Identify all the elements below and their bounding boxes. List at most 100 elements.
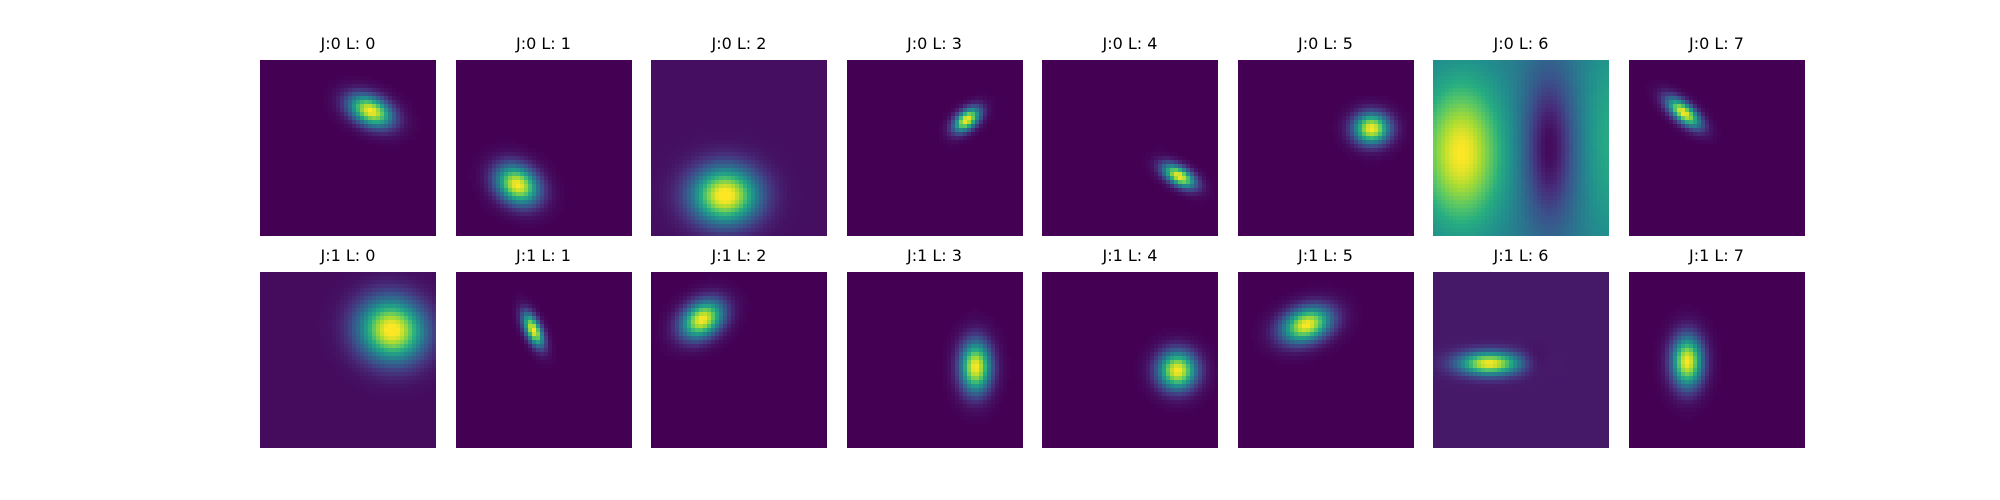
heatmap-cell [515, 144, 520, 149]
heatmap-cell [1529, 192, 1534, 197]
heatmap-cell [1194, 184, 1199, 189]
heatmap-cell [819, 92, 824, 97]
heatmap-cell [811, 60, 816, 65]
heatmap-cell [1537, 124, 1542, 129]
heatmap-cell [400, 132, 405, 137]
heatmap-cell [755, 160, 760, 165]
heatmap-cell [356, 88, 361, 93]
heatmap-cell [731, 232, 736, 236]
heatmap-cell [715, 76, 720, 81]
heatmap-cell [755, 224, 760, 229]
heatmap-cell [683, 84, 688, 89]
heatmap-cell [719, 144, 724, 149]
heatmap-cell [743, 216, 748, 221]
heatmap-cell [1397, 124, 1402, 129]
heatmap-cell [1449, 172, 1454, 177]
heatmap-cell [679, 180, 684, 185]
heatmap-cell [743, 116, 748, 121]
heatmap-cell [807, 192, 812, 197]
panel-title: J:0 L: 1 [516, 34, 571, 53]
heatmap-cell [683, 224, 688, 229]
heatmap-cell [483, 160, 488, 165]
heatmap-cell [767, 196, 772, 201]
heatmap-cell [1597, 160, 1602, 165]
heatmap-cell [651, 184, 656, 189]
heatmap-cell [751, 220, 756, 225]
heatmap-cell [715, 180, 720, 185]
heatmap-cell [707, 60, 712, 65]
heatmap-cell [1509, 128, 1514, 133]
heatmap-cell [1365, 152, 1370, 157]
heatmap-cell [803, 136, 808, 141]
heatmap-cell [667, 204, 672, 209]
heatmap-cell [691, 128, 696, 133]
heatmap-cell [519, 208, 524, 213]
heatmap-cell [739, 192, 744, 197]
heatmap-cell [1497, 204, 1502, 209]
heatmap-cell [1593, 172, 1598, 177]
heatmap-cell [747, 220, 752, 225]
heatmap-cell [759, 180, 764, 185]
heatmap-cell [1497, 164, 1502, 169]
heatmap-cell [1353, 112, 1358, 117]
heatmap-cell [679, 152, 684, 157]
heatmap-cell [1549, 100, 1554, 105]
heatmap-cell [1597, 196, 1602, 201]
heatmap-cell [659, 96, 664, 101]
heatmap-cell [707, 116, 712, 121]
heatmap-cell [711, 128, 716, 133]
heatmap-cell [1585, 172, 1590, 177]
heatmap-cell [683, 72, 688, 77]
heatmap-cell [707, 180, 712, 185]
heatmap-cell [1533, 84, 1538, 89]
heatmap-cell [759, 172, 764, 177]
heatmap-cell [539, 156, 544, 161]
heatmap-cell [671, 76, 676, 81]
heatmap-cell [1585, 164, 1590, 169]
heatmap-cell [663, 160, 668, 165]
heatmap-cell [1549, 188, 1554, 193]
heatmap-cell [1489, 132, 1494, 137]
heatmap-cell [344, 100, 349, 105]
heatmap-cell [1437, 100, 1442, 105]
heatmap-cell [659, 228, 664, 233]
heatmap-cell [743, 140, 748, 145]
heatmap-cell [1537, 144, 1542, 149]
heatmap-cell [735, 128, 740, 133]
heatmap-cell [783, 156, 788, 161]
heatmap-cell [1597, 96, 1602, 101]
heatmap-cell [1573, 160, 1578, 165]
heatmap-cell [1525, 200, 1530, 205]
heatmap-cell [723, 120, 728, 125]
heatmap-cell [1569, 100, 1574, 105]
heatmap-cell [1501, 96, 1506, 101]
heatmap-cell [1449, 140, 1454, 145]
heatmap-cell [815, 84, 820, 89]
heatmap-cell [751, 192, 756, 197]
heatmap-cell [392, 100, 397, 105]
heatmap-cell [739, 72, 744, 77]
heatmap-cell [1170, 180, 1175, 185]
heatmap-cell [487, 160, 492, 165]
heatmap-cell [811, 176, 816, 181]
heatmap-cell [1445, 88, 1450, 93]
heatmap-cell [1453, 164, 1458, 169]
heatmap-cell [803, 196, 808, 201]
heatmap-cell [356, 84, 361, 89]
heatmap-cell [1465, 112, 1470, 117]
heatmap-cell [1537, 132, 1542, 137]
heatmap-cell [1545, 92, 1550, 97]
heatmap-cell [392, 112, 397, 117]
heatmap-cell [1457, 156, 1462, 161]
heatmap-cell [982, 100, 987, 105]
heatmap-cell [954, 136, 959, 141]
heatmap-cell [799, 216, 804, 221]
heatmap-cell [966, 104, 971, 109]
heatmap-cell [1182, 176, 1187, 181]
heatmap-cell [1401, 128, 1406, 133]
heatmap-cell [527, 220, 532, 225]
heatmap-cell [1525, 68, 1530, 73]
heatmap-cell [1553, 152, 1558, 157]
heatmap-cell [392, 124, 397, 129]
heatmap-cell [823, 136, 827, 141]
